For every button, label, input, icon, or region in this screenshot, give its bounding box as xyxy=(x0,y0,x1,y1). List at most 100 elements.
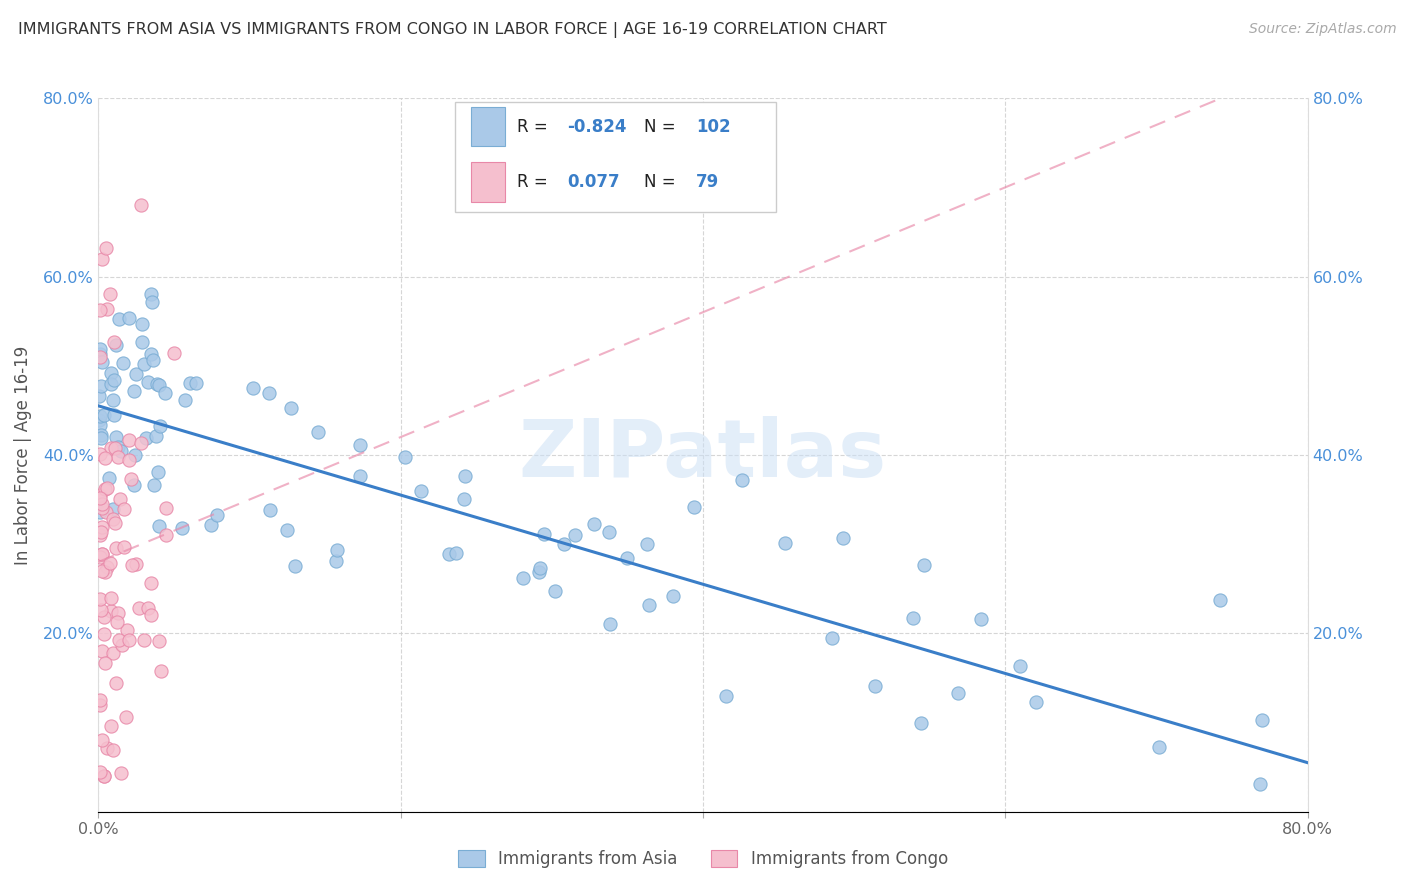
Point xyxy=(179,376,201,390)
Point xyxy=(91,733,114,747)
Point xyxy=(87,389,110,403)
Point xyxy=(134,430,156,444)
Point xyxy=(100,377,122,392)
Point xyxy=(93,409,115,423)
Point xyxy=(93,657,115,671)
Point xyxy=(564,528,586,542)
Point xyxy=(683,500,706,514)
Point xyxy=(349,438,371,452)
Text: Source: ZipAtlas.com: Source: ZipAtlas.com xyxy=(1249,22,1396,37)
Point xyxy=(439,547,461,561)
Point xyxy=(110,444,132,458)
Point xyxy=(394,450,416,464)
Point xyxy=(120,472,142,486)
Point xyxy=(280,401,302,416)
Point xyxy=(155,501,177,516)
Point xyxy=(121,558,143,573)
Point xyxy=(114,710,136,724)
Point xyxy=(125,558,148,572)
Point xyxy=(136,375,159,389)
Point xyxy=(89,409,111,424)
Point xyxy=(910,715,932,730)
Point xyxy=(91,548,114,562)
Point xyxy=(200,518,222,533)
Point xyxy=(90,355,112,369)
Point xyxy=(544,583,567,598)
Point xyxy=(1249,777,1271,791)
Point xyxy=(946,686,969,700)
Point xyxy=(89,491,111,505)
Point xyxy=(1025,695,1047,709)
Point xyxy=(93,769,115,783)
Point xyxy=(131,198,153,212)
Point xyxy=(616,551,638,566)
Point xyxy=(132,632,155,647)
Point xyxy=(89,692,111,706)
Point xyxy=(89,303,111,318)
Point xyxy=(90,525,112,540)
Point xyxy=(512,571,534,585)
Point xyxy=(104,429,127,443)
Text: N =: N = xyxy=(644,118,681,136)
Point xyxy=(96,301,118,316)
Point xyxy=(100,287,122,301)
Point xyxy=(107,450,129,464)
Point xyxy=(108,491,131,506)
Point xyxy=(105,615,128,629)
Point xyxy=(553,536,575,550)
Point xyxy=(118,633,141,648)
Point xyxy=(103,409,125,423)
Point xyxy=(118,433,141,447)
Point xyxy=(186,376,208,390)
Point xyxy=(832,531,855,545)
Point xyxy=(1008,659,1031,673)
Point xyxy=(131,317,153,331)
Point xyxy=(89,505,111,519)
Point xyxy=(100,604,122,618)
Text: N =: N = xyxy=(644,173,681,191)
Point xyxy=(969,612,991,626)
Point xyxy=(775,536,797,550)
Point xyxy=(533,526,555,541)
Text: IMMIGRANTS FROM ASIA VS IMMIGRANTS FROM CONGO IN LABOR FORCE | AGE 16-19 CORRELA: IMMIGRANTS FROM ASIA VS IMMIGRANTS FROM … xyxy=(18,22,887,38)
Text: 79: 79 xyxy=(696,173,718,191)
Point xyxy=(444,546,467,560)
Point xyxy=(108,633,131,648)
Point xyxy=(325,554,347,568)
Point xyxy=(149,419,172,434)
Point xyxy=(141,295,163,310)
Text: R =: R = xyxy=(517,173,553,191)
Point xyxy=(96,740,118,755)
Point xyxy=(731,473,754,487)
Point xyxy=(411,484,433,499)
Point xyxy=(90,379,112,393)
Point xyxy=(90,644,112,658)
Point xyxy=(148,634,170,648)
Point xyxy=(307,425,329,439)
Point xyxy=(89,764,111,779)
Point xyxy=(91,497,114,511)
Point xyxy=(93,769,115,783)
Point xyxy=(146,465,169,479)
Point xyxy=(89,413,111,427)
Point xyxy=(636,537,658,551)
Point xyxy=(93,450,115,465)
Point xyxy=(599,616,621,631)
Point xyxy=(276,523,298,537)
Point xyxy=(108,311,131,326)
Point xyxy=(453,492,475,507)
Point xyxy=(259,503,281,517)
Point xyxy=(1147,740,1170,755)
Point xyxy=(863,679,886,693)
Point xyxy=(103,335,125,350)
Point xyxy=(111,638,134,652)
FancyBboxPatch shape xyxy=(456,102,776,212)
Point xyxy=(89,418,111,433)
Point xyxy=(89,550,111,565)
Point xyxy=(103,373,125,387)
Point xyxy=(912,558,935,572)
Point xyxy=(118,311,141,326)
Text: 0.077: 0.077 xyxy=(568,173,620,191)
Point xyxy=(107,607,129,621)
FancyBboxPatch shape xyxy=(471,107,505,146)
